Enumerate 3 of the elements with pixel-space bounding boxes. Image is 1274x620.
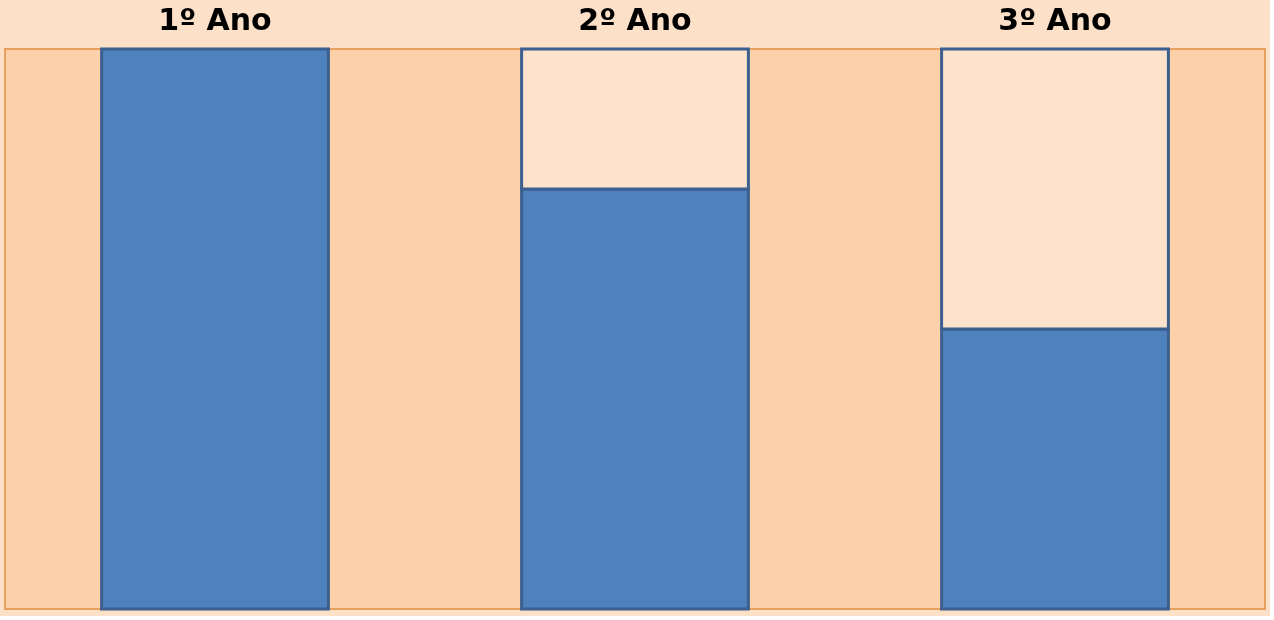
x-tick-label: 2º Ano xyxy=(578,1,692,37)
x-tick-label: 1º Ano xyxy=(158,1,272,37)
x-tick-label: 3º Ano xyxy=(998,1,1112,37)
